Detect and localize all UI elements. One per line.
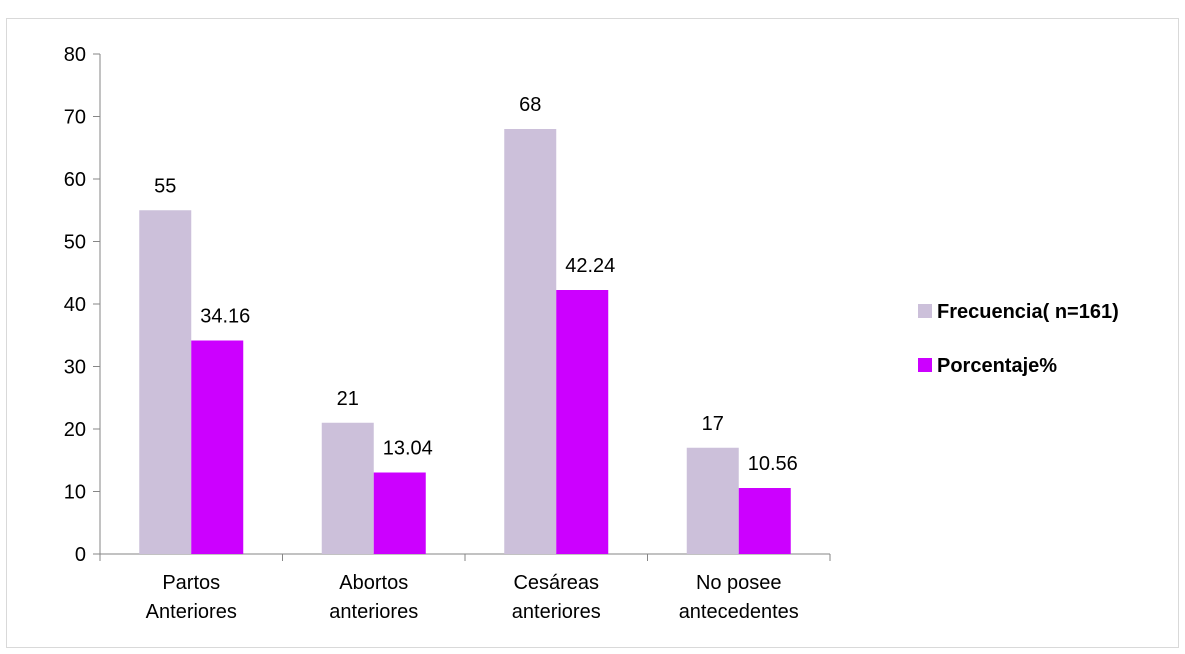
- data-label: 55: [154, 175, 176, 197]
- x-category-label: No posee antecedentes: [679, 572, 799, 623]
- y-tick-label: 70: [64, 107, 86, 129]
- axes: 0 10 20 30 40 50 60 70 80 Partos Anteriores Abortos…: [64, 44, 831, 623]
- bar: [504, 129, 557, 554]
- data-labels: 55 34.16 21 13.04 68 42.24 17 10.56: [154, 94, 798, 475]
- data-label: 34.16: [200, 306, 250, 328]
- x-category-label-line: antecedentes: [679, 601, 799, 623]
- bar: [686, 447, 739, 554]
- y-tick-label: 60: [64, 169, 86, 191]
- bar: [139, 210, 192, 554]
- y-tick-label: 40: [64, 294, 86, 316]
- bar: [191, 340, 244, 554]
- x-category-label: Abortos anteriores: [329, 572, 418, 623]
- legend-label: Frecuencia( n=161): [937, 301, 1119, 323]
- data-label: 13.04: [383, 438, 433, 460]
- legend-swatch: [918, 358, 932, 372]
- bar: [373, 472, 426, 554]
- x-category-label-line: Partos: [162, 572, 220, 594]
- y-tick-label: 30: [64, 357, 86, 379]
- data-label: 42.24: [565, 255, 615, 277]
- x-category-label-line: Anteriores: [146, 601, 237, 623]
- bar: [556, 290, 609, 554]
- data-label: 21: [337, 388, 359, 410]
- bars: [139, 129, 791, 554]
- data-label: 10.56: [748, 453, 798, 475]
- legend-label: Porcentaje%: [937, 355, 1057, 377]
- x-category-label-line: anteriores: [512, 601, 601, 623]
- data-label: 17: [702, 413, 724, 435]
- y-tick-label: 50: [64, 232, 86, 254]
- x-category-label-line: Cesáreas: [513, 572, 599, 594]
- legend-swatch: [918, 304, 932, 318]
- legend: Frecuencia( n=161) Porcentaje%: [918, 301, 1119, 377]
- y-tick-label: 0: [75, 544, 86, 566]
- x-category-label-line: anteriores: [329, 601, 418, 623]
- x-category-label-line: Abortos: [339, 572, 408, 594]
- data-label: 68: [519, 94, 541, 116]
- y-tick-label: 80: [64, 44, 86, 66]
- x-category-label-line: No posee: [696, 572, 782, 594]
- y-tick-label: 10: [64, 482, 86, 504]
- y-tick-label: 20: [64, 419, 86, 441]
- x-category-label: Cesáreas anteriores: [512, 572, 601, 623]
- bar: [321, 422, 374, 554]
- x-category-label: Partos Anteriores: [146, 572, 237, 623]
- bar: [738, 488, 791, 554]
